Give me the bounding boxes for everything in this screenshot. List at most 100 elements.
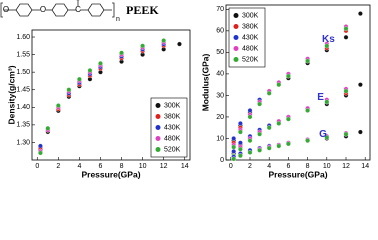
data-point (343, 88, 349, 94)
y-tick-label: 30 (216, 92, 224, 99)
bracket (112, 2, 115, 18)
x-tick-label: 10 (139, 163, 147, 170)
data-point (98, 61, 103, 66)
data-point (358, 129, 363, 135)
legend-label: 520K (242, 56, 259, 63)
legend-label: 430K (242, 34, 259, 41)
data-point (238, 153, 243, 159)
x-tick-label: 14 (181, 163, 189, 170)
data-point (266, 125, 272, 131)
y-tick-label: 0 (220, 157, 224, 164)
legend-marker (155, 103, 161, 108)
x-tick-label: 4 (267, 163, 271, 170)
data-point (247, 150, 253, 155)
legend-label: 300K (164, 102, 181, 109)
atom: O (3, 5, 9, 14)
data-point (358, 82, 363, 88)
data-point (276, 82, 282, 88)
y-tick-label: 20 (216, 114, 224, 121)
data-point (247, 138, 253, 143)
data-point (358, 11, 363, 16)
data-point (257, 131, 262, 137)
atom: O (40, 5, 46, 14)
data-point (286, 116, 291, 122)
x-tick-label: 14 (361, 163, 369, 170)
y-tick-label: 1.45 (16, 87, 30, 94)
data-point (87, 68, 93, 73)
ring (51, 3, 69, 17)
data-point (266, 145, 272, 151)
x-tick-label: 8 (120, 163, 124, 170)
bracket (0, 2, 3, 18)
data-point (266, 90, 272, 96)
data-point (276, 121, 282, 126)
legend-marker (155, 136, 161, 141)
data-point (77, 76, 82, 82)
data-point (161, 38, 167, 43)
group-label: E (317, 92, 324, 103)
data-point (45, 126, 51, 131)
page: { "structure": {"atoms": ["O", "O", "C",… (0, 0, 371, 180)
data-point (257, 147, 262, 153)
data-point (238, 140, 243, 146)
x-tick-label: 12 (342, 163, 350, 170)
data-point (305, 58, 310, 64)
plot-frame (31, 29, 191, 161)
legend-marker (155, 114, 161, 119)
legend-label: 380K (242, 23, 259, 30)
y-tick-label: 60 (216, 28, 224, 35)
x-tick-label: 10 (323, 163, 331, 170)
legend-label: 380K (164, 113, 181, 120)
plot-frame (225, 4, 371, 161)
legend-marker (155, 147, 161, 152)
legend-marker (233, 13, 239, 18)
legend-label: 480K (164, 135, 181, 142)
group-label: G (319, 129, 327, 140)
data-point (238, 121, 243, 126)
legend-label: 480K (242, 45, 259, 52)
data-point (343, 26, 349, 32)
data-point (343, 131, 349, 137)
data-point (343, 34, 349, 40)
y-tick-label: 1.35 (16, 122, 30, 129)
x-tick-label: 0 (229, 163, 233, 170)
atom: O (76, 0, 81, 3)
data-point (55, 103, 61, 108)
y-tick-label: 1.50 (16, 69, 30, 76)
y-tick-label: 40 (216, 71, 224, 78)
y-axis-title: Density(g/cm³) (6, 65, 16, 124)
data-point (140, 43, 145, 49)
y-tick-label: 1.30 (16, 139, 30, 146)
legend-marker (233, 24, 239, 29)
legend-marker (155, 125, 161, 130)
x-tick-label: 6 (286, 163, 290, 170)
atom: C (75, 5, 81, 14)
x-tick-label: 8 (306, 163, 310, 170)
data-point (231, 149, 237, 154)
x-tick-label: 2 (248, 163, 252, 170)
data-point (231, 156, 237, 162)
x-axis-title: Pressure(GPa) (268, 169, 327, 179)
ring (87, 3, 105, 17)
x-tick-label: 12 (160, 163, 168, 170)
peek-structure (0, 1, 115, 18)
data-point (38, 143, 43, 149)
x-tick-label: 4 (77, 163, 81, 170)
x-tick-label: 6 (99, 163, 103, 170)
data-point (231, 136, 237, 141)
data-point (238, 129, 243, 135)
x-tick-label: 0 (35, 163, 39, 170)
data-point (177, 41, 182, 47)
data-point (247, 114, 253, 120)
y-tick-label: 1.55 (16, 51, 30, 58)
data-point (257, 101, 262, 107)
x-tick-label: 2 (56, 163, 60, 170)
figure: O O C O n PEEK 0 2 4 6 8 10 12 14 1.30 1.35 1.40 1.… (0, 0, 371, 179)
data-point (276, 143, 282, 149)
data-point (286, 141, 291, 147)
data-point (38, 150, 43, 156)
legend-label: 430K (164, 124, 181, 131)
data-point (324, 99, 330, 105)
legend-marker (233, 57, 239, 62)
y-tick-label: 10 (216, 135, 224, 142)
